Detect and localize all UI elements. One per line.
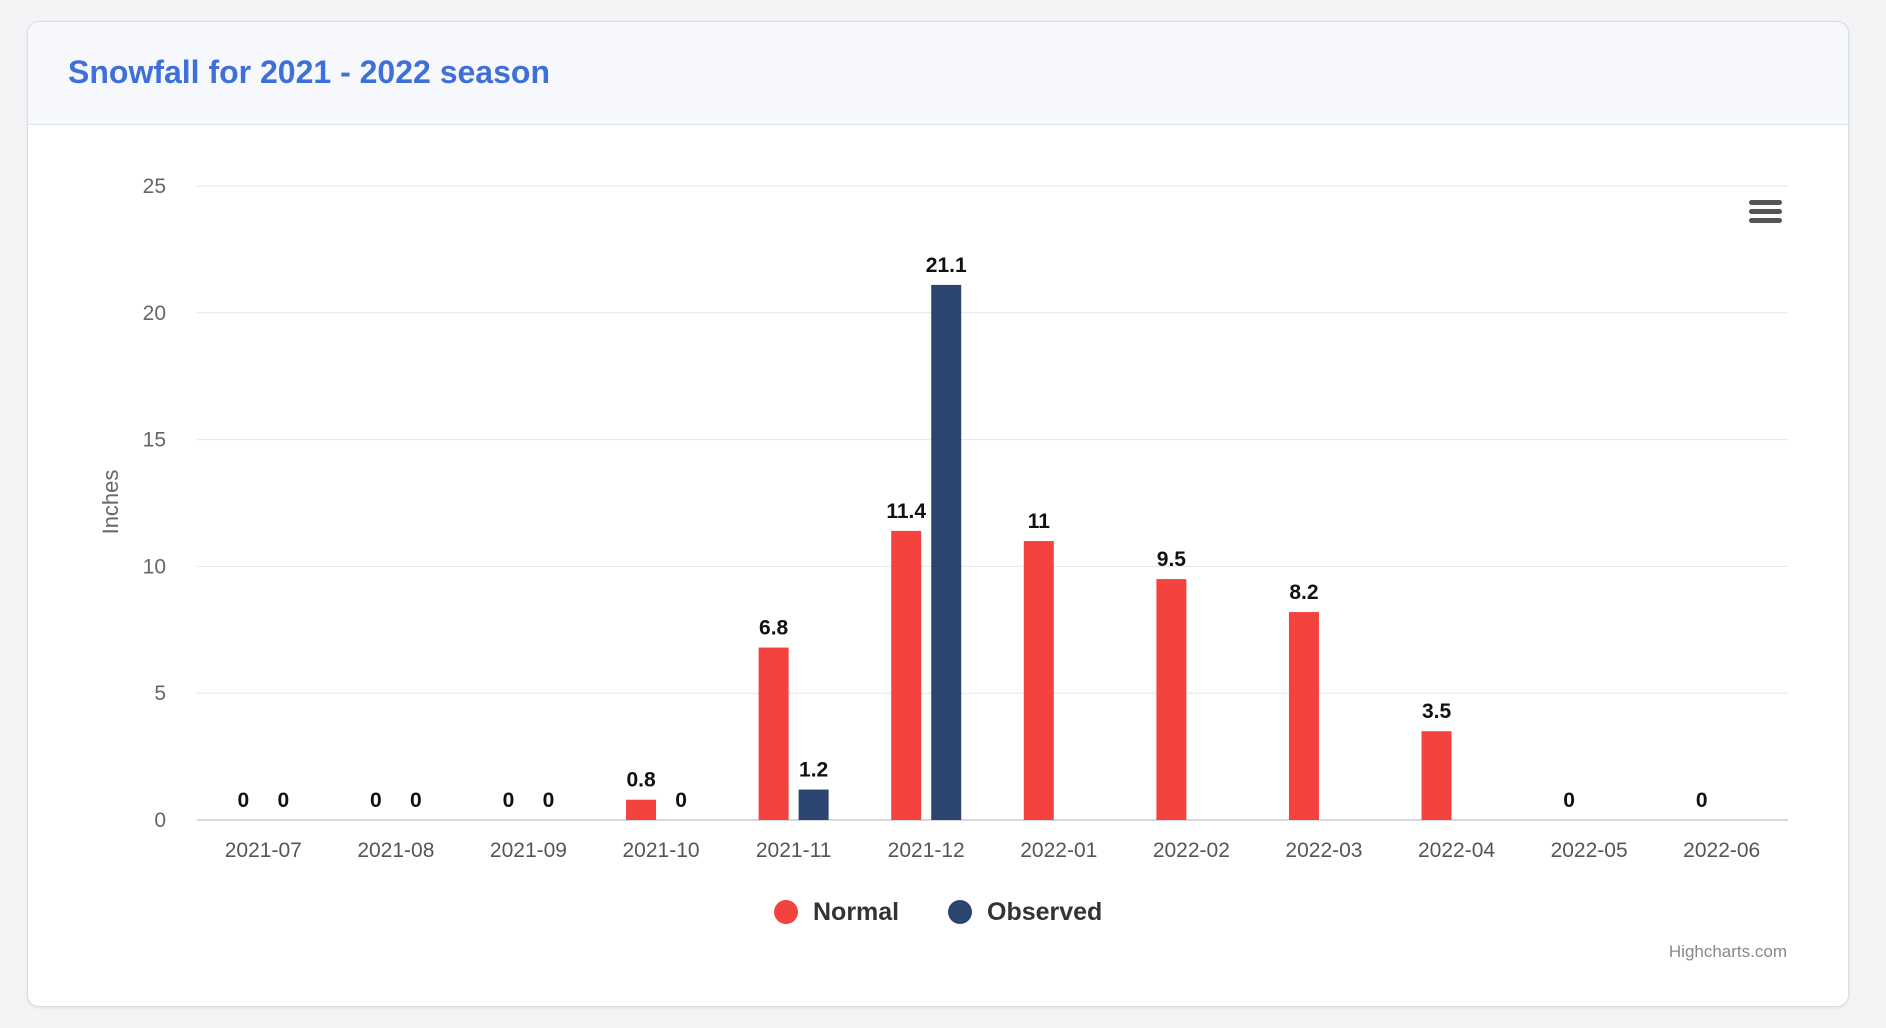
y-tick-label: 25	[143, 175, 166, 198]
legend-marker-icon	[774, 900, 798, 924]
x-tick-label: 2022-03	[1285, 839, 1362, 862]
data-label: 6.8	[759, 617, 789, 640]
x-tick-label: 2022-06	[1683, 839, 1760, 862]
data-label: 9.5	[1157, 548, 1187, 571]
legend: Normal Observed	[774, 898, 1102, 926]
data-label: 0	[277, 789, 289, 812]
bars	[626, 284, 1452, 820]
data-label: 3.5	[1422, 700, 1452, 723]
legend-marker-icon	[948, 900, 972, 924]
bar-normal[interactable]	[758, 647, 789, 820]
card-header: Snowfall for 2021 - 2022 season	[28, 22, 1848, 125]
hamburger-menu-icon-bar	[1749, 218, 1782, 223]
bar-observed[interactable]	[931, 284, 962, 820]
data-label: 0	[1563, 789, 1575, 812]
x-tick-label: 2022-04	[1418, 839, 1495, 862]
hamburger-menu-icon-bar	[1749, 200, 1782, 205]
credits-link[interactable]: Highcharts.com	[1669, 942, 1787, 961]
legend-label: Normal	[813, 898, 899, 926]
data-label: 8.2	[1289, 581, 1318, 604]
x-tick-label: 2021-09	[490, 839, 567, 862]
chart-card: Snowfall for 2021 - 2022 season	[27, 21, 1849, 1007]
y-tick-label: 20	[143, 302, 166, 325]
data-label: 21.1	[926, 254, 967, 277]
bar-normal[interactable]	[1421, 731, 1452, 820]
bar-normal[interactable]	[1156, 579, 1187, 820]
x-tick-label: 2021-11	[756, 839, 832, 862]
x-tick-label: 2022-02	[1153, 839, 1230, 862]
y-tick-label: 5	[154, 682, 166, 705]
legend-item-normal[interactable]: Normal	[774, 898, 899, 926]
bar-observed[interactable]	[798, 789, 829, 820]
data-label: 0	[675, 789, 687, 812]
data-label: 11	[1028, 510, 1051, 533]
bar-normal[interactable]	[891, 530, 922, 820]
bar-normal[interactable]	[626, 799, 657, 820]
data-label: 1.2	[799, 759, 828, 782]
data-label: 11.4	[886, 500, 926, 523]
y-axis: Inches 0 5 10 15 20 25	[98, 175, 166, 832]
data-label: 0	[1696, 789, 1708, 812]
grid-lines	[197, 185, 1788, 821]
data-label: 0.8	[626, 769, 656, 792]
y-tick-label: 10	[143, 555, 166, 578]
y-tick-label: 0	[154, 809, 166, 832]
data-label: 0	[370, 789, 382, 812]
x-tick-label: 2021-08	[357, 839, 434, 862]
legend-item-observed[interactable]: Observed	[948, 898, 1102, 926]
x-axis: 2021-07 2021-08 2021-09 2021-10 2021-11 2021-…	[225, 839, 1760, 862]
legend-label: Observed	[987, 898, 1102, 926]
card-title: Snowfall for 2021 - 2022 season	[68, 54, 550, 90]
data-label: 0	[543, 789, 555, 812]
x-tick-label: 2022-01	[1020, 839, 1097, 862]
hamburger-menu-icon-bar	[1749, 209, 1782, 214]
y-tick-label: 15	[143, 429, 166, 452]
data-label: 0	[503, 789, 515, 812]
data-labels: 0 0 0 0 0 0 0.8 0 6.8 1.2 11.4 21.1 11 9.5 8.2 3.5 0 0	[237, 254, 1707, 812]
data-label: 0	[237, 789, 249, 812]
chart-menu-button[interactable]	[1740, 192, 1788, 232]
x-tick-label: 2021-12	[888, 839, 965, 862]
bar-normal[interactable]	[1023, 541, 1054, 820]
y-axis-title: Inches	[98, 470, 123, 535]
x-tick-label: 2021-10	[623, 839, 700, 862]
data-label: 0	[410, 789, 422, 812]
x-tick-label: 2021-07	[225, 839, 302, 862]
x-tick-label: 2022-05	[1551, 839, 1628, 862]
bar-normal[interactable]	[1288, 612, 1319, 820]
